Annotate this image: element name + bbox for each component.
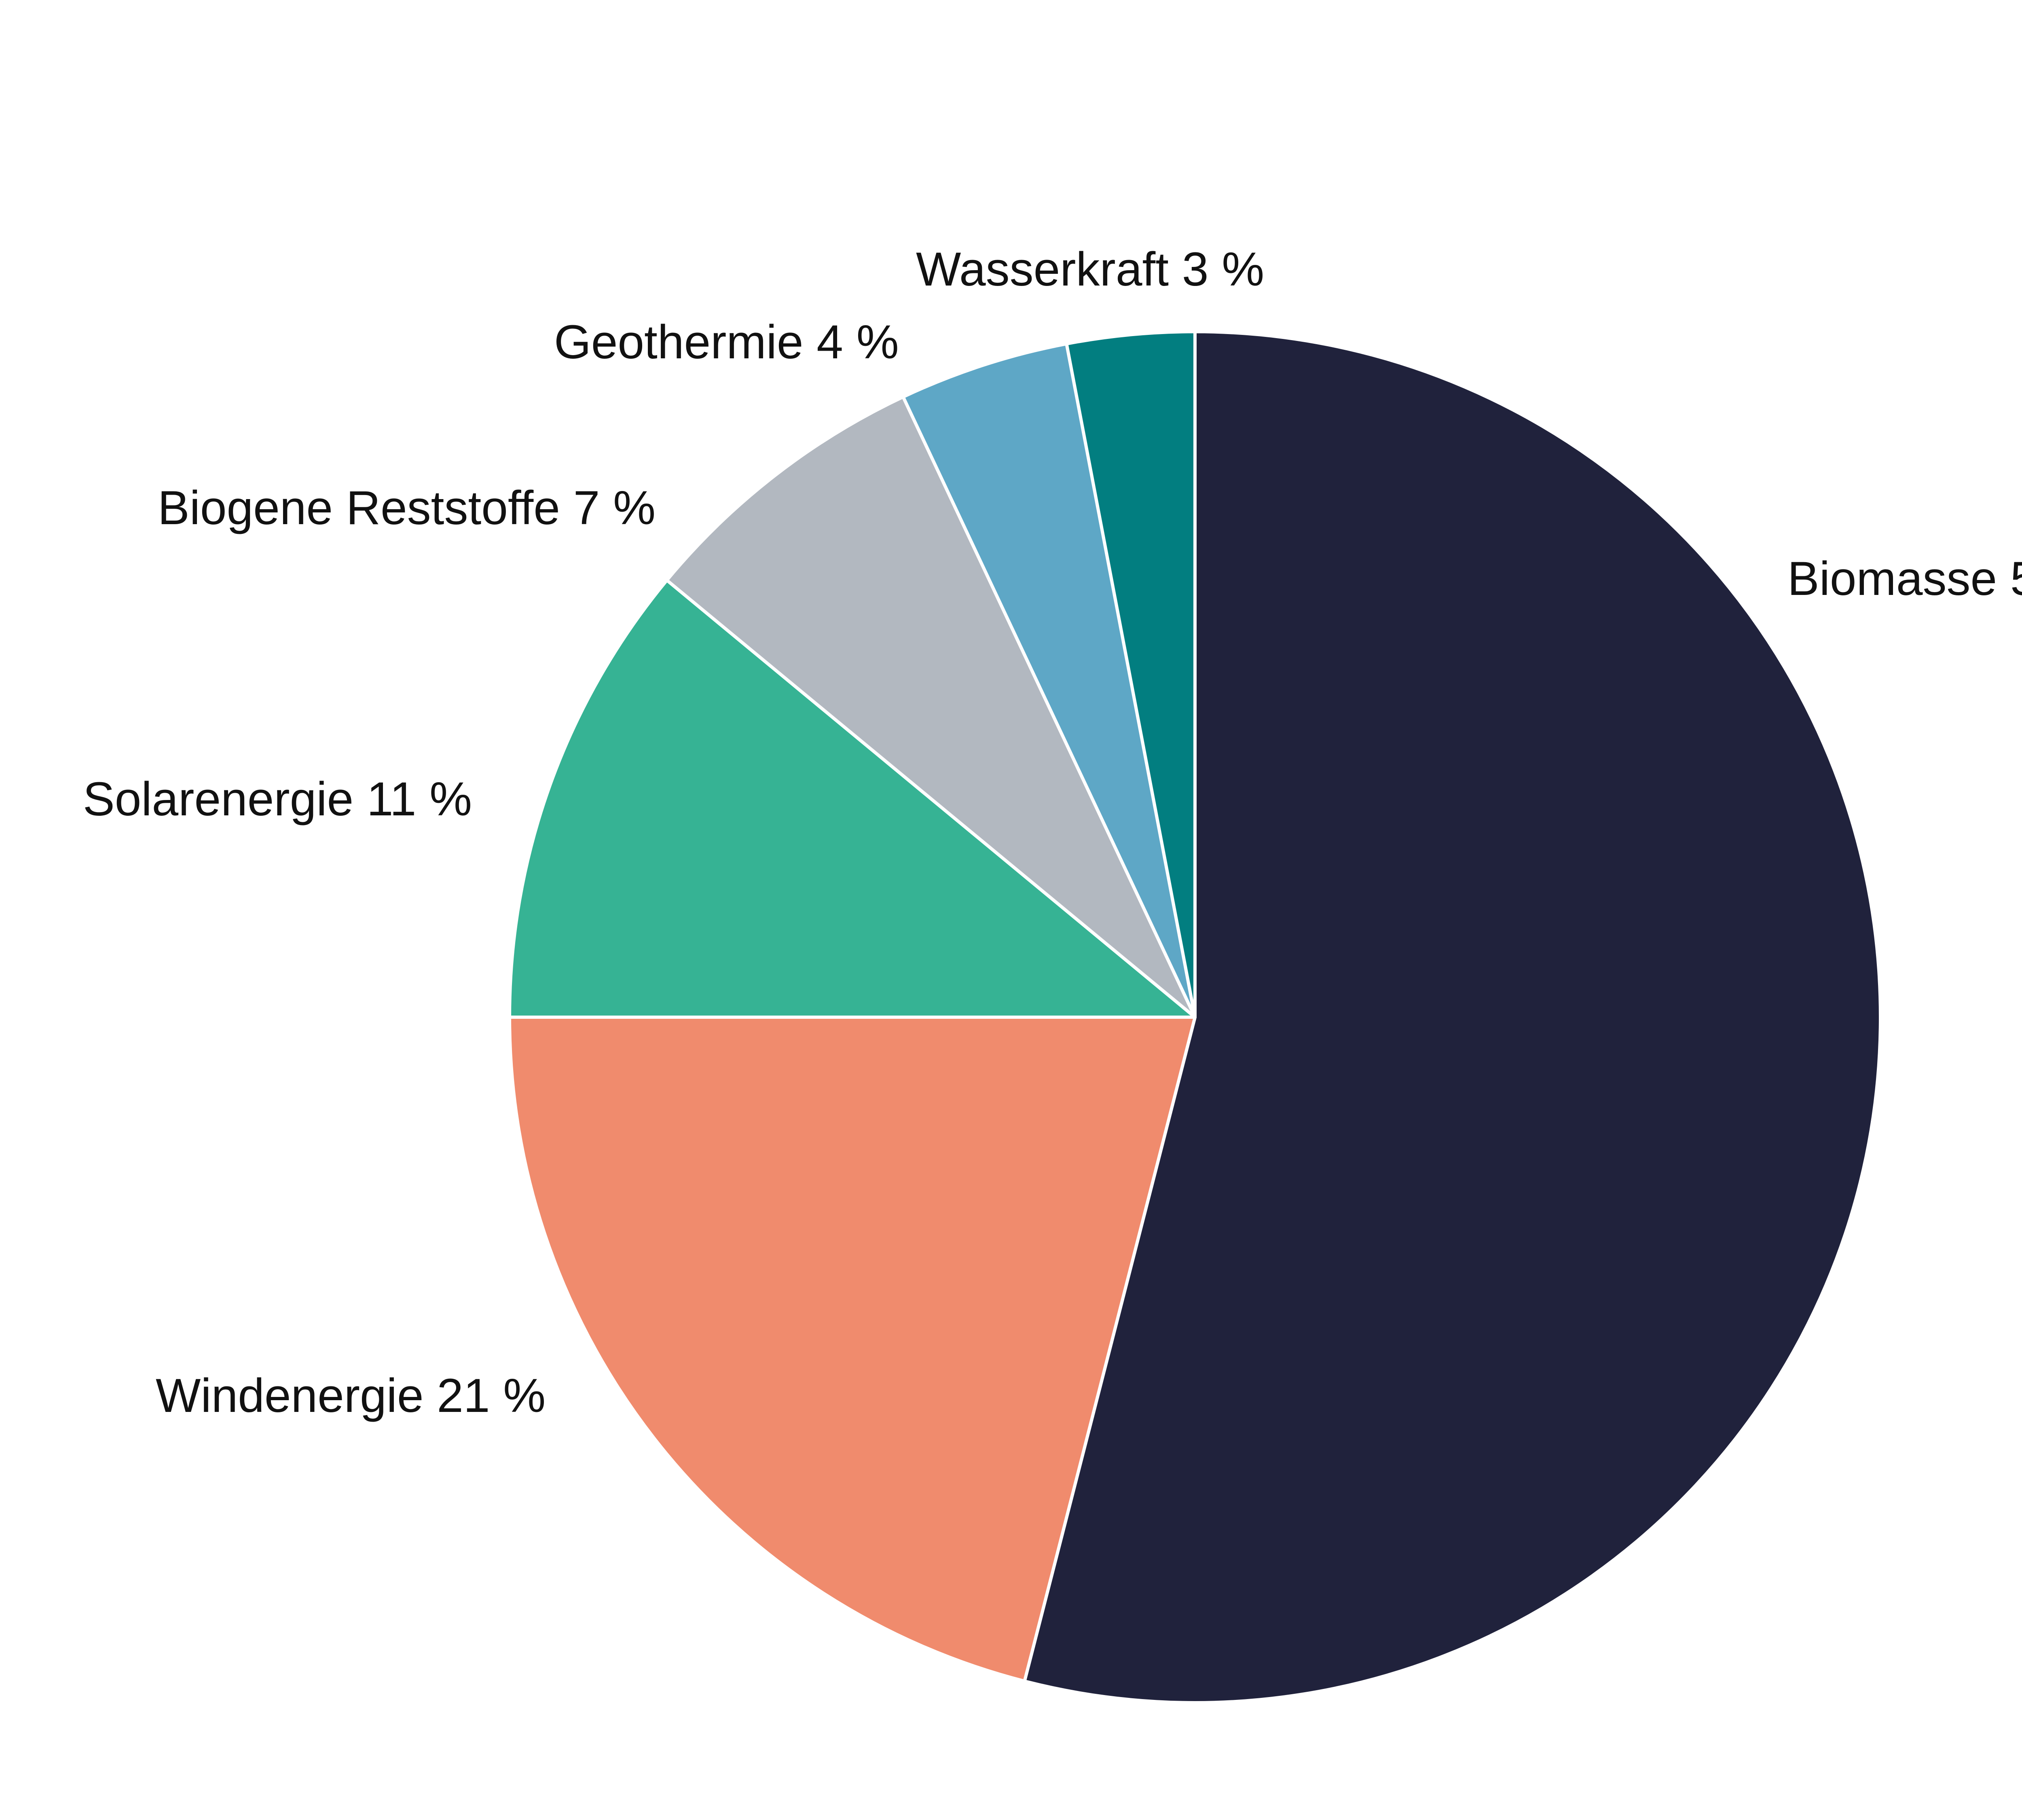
slice-label-windenergie: Windenergie 21 % [156, 1369, 546, 1422]
slice-label-solarenergie: Solarenergie 11 % [83, 772, 472, 826]
slice-label-wasserkraft: Wasserkraft 3 % [916, 243, 1264, 296]
pie-slice-biomasse [1023, 330, 1882, 1704]
pie-slices [508, 330, 1882, 1704]
slice-label-biogene-reststoffe: Biogene Reststoffe 7 % [158, 481, 656, 535]
pie-slice-solarenergie [508, 578, 1197, 1019]
pie-slice-geothermie [901, 342, 1197, 1019]
pie-slice-windenergie [508, 1016, 1197, 1683]
slice-label-geothermie: Geothermie 4 % [554, 315, 899, 369]
pie-labels: Biomasse 54 % Windenergie 21 % Solarenergi… [83, 243, 2022, 1422]
slice-label-biomasse: Biomasse 54 % [1787, 552, 2022, 605]
pie-slice-wasserkraft [1065, 330, 1197, 1019]
pie-slice-biogene-reststoffe [665, 395, 1197, 1019]
